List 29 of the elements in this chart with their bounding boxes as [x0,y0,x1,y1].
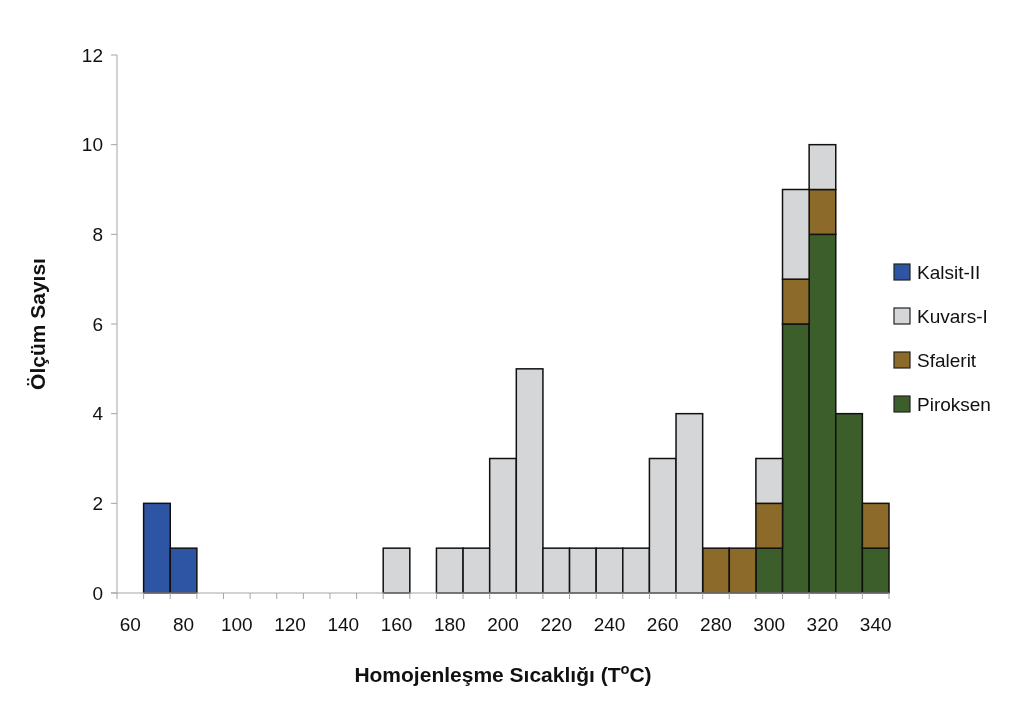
legend-label: Kuvars-I [917,305,988,327]
x-tick-label: 240 [593,614,626,635]
x-tick-label: 260 [646,614,679,635]
legend-label: Kalsit-II [917,261,981,283]
y-tick-label: 12 [81,44,103,66]
x-tick-label: 280 [700,614,732,635]
x-tick-label: 180 [433,614,466,635]
y-tick-label: 2 [92,492,103,514]
x-tick-label: 320 [806,614,839,635]
x-tick-label: 200 [487,614,519,635]
y-tick-label: 10 [81,134,103,156]
legend-label: Piroksen [917,393,991,415]
legend-label: Sfalerit [917,349,977,371]
y-axis-title: Ölçüm Sayısı [26,258,49,390]
x-tick-label: 140 [327,614,360,635]
x-tick-label: 160 [380,614,413,635]
x-tick-label: 340 [859,614,892,635]
x-tick-label: 300 [753,614,786,635]
y-tick-label: 8 [92,223,103,245]
x-tick-label: 220 [540,614,573,635]
y-tick-label: 4 [92,403,104,425]
bar [382,547,411,594]
x-axis-title: Homojenleşme Sıcaklığı (T$^{o}$C) [354,661,652,686]
x-tick-label: 100 [220,614,253,635]
y-tick-label: 6 [92,313,103,335]
y-tick-label: 0 [92,582,103,604]
x-tick-label: 60 [119,614,141,635]
x-tick-label: 80 [172,614,195,635]
x-tick-label: 120 [274,614,306,635]
